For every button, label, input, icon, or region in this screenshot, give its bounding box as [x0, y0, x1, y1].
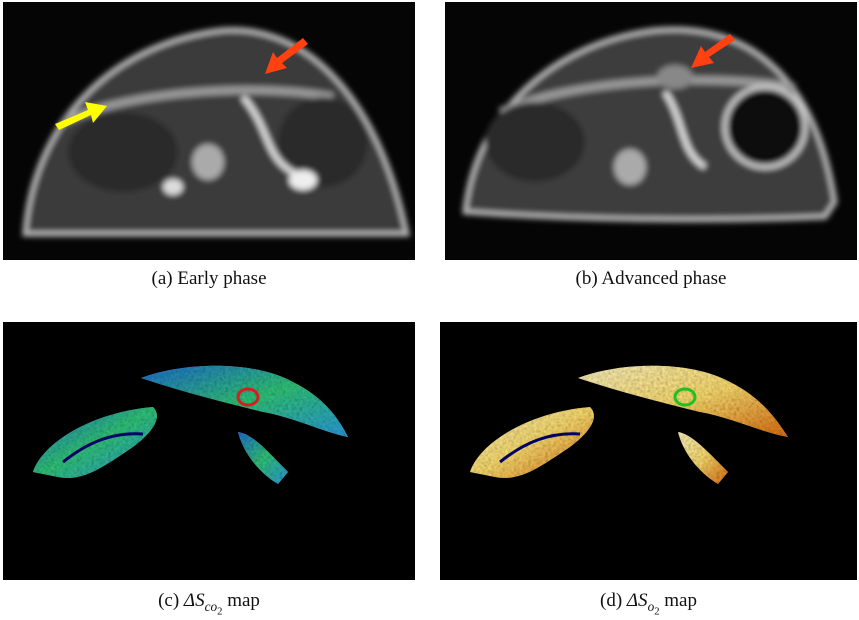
figure: (a) Early phase (b) Advanced phase (c) Δ…	[0, 0, 859, 620]
caption-text: Early phase	[177, 268, 266, 289]
caption-math: ΔS	[627, 590, 648, 611]
caption-subsub: 2	[654, 606, 659, 617]
caption-subsub: 2	[217, 606, 222, 617]
caption: (c) ΔSco2 map	[3, 590, 415, 617]
caption: (a) Early phase	[3, 268, 415, 290]
map-o2	[440, 322, 857, 580]
mri-advanced	[445, 2, 857, 260]
caption: (b) Advanced phase	[445, 268, 857, 290]
caption-label: (c)	[158, 590, 179, 611]
caption-text: Advanced phase	[601, 268, 726, 289]
mri-early	[3, 2, 415, 260]
map-co2	[3, 322, 415, 580]
caption: (d) ΔSo2 map	[440, 590, 857, 617]
caption-label: (b)	[576, 268, 598, 289]
caption-label: (a)	[152, 268, 173, 289]
caption-text: map	[227, 590, 260, 611]
caption-text: map	[664, 590, 697, 611]
page: {"panels": [ {"caption": {"label": "(a)"…	[0, 0, 859, 620]
caption-sub: co	[205, 599, 218, 614]
caption-label: (d)	[600, 590, 622, 611]
caption-math: ΔS	[184, 590, 205, 611]
